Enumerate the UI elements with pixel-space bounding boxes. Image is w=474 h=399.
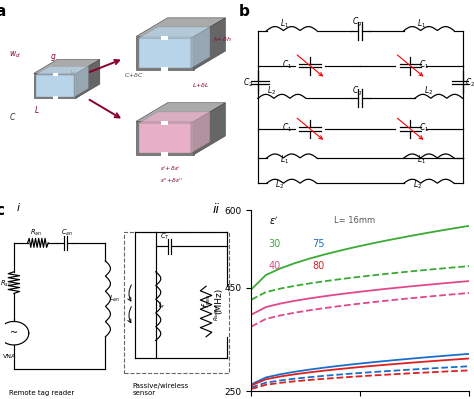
Text: $L_1$: $L_1$ <box>280 17 289 30</box>
Text: c: c <box>0 203 5 218</box>
Text: L= 16mm: L= 16mm <box>334 216 375 225</box>
Bar <box>53 96 58 99</box>
Polygon shape <box>191 112 210 153</box>
Polygon shape <box>136 103 226 121</box>
Polygon shape <box>136 121 194 155</box>
Text: $C_2$: $C_2$ <box>243 77 253 89</box>
Text: Remote tag reader: Remote tag reader <box>9 390 74 396</box>
Text: $L_2$: $L_2$ <box>275 179 284 191</box>
Text: $L_1$: $L_1$ <box>280 154 289 166</box>
Text: $C_g$: $C_g$ <box>352 85 362 98</box>
Text: $\epsilon''{+}\delta\epsilon''$: $\epsilon''{+}\delta\epsilon''$ <box>160 176 183 185</box>
Text: $C_g$: $C_g$ <box>352 16 362 29</box>
Polygon shape <box>194 18 226 70</box>
Text: $w_d$: $w_d$ <box>9 50 21 60</box>
Polygon shape <box>191 27 210 68</box>
Text: i: i <box>16 203 19 213</box>
Text: $g$: $g$ <box>51 51 57 63</box>
Bar <box>162 121 168 124</box>
Text: ii: ii <box>212 203 219 216</box>
Polygon shape <box>36 75 74 97</box>
Text: b: b <box>238 4 249 20</box>
Polygon shape <box>194 103 226 155</box>
Text: ~: ~ <box>10 328 18 338</box>
Polygon shape <box>136 37 194 70</box>
Bar <box>162 152 168 156</box>
Text: 30: 30 <box>269 239 281 249</box>
Text: $C_T$: $C_T$ <box>160 231 170 241</box>
Polygon shape <box>36 66 88 75</box>
Text: $C_1$: $C_1$ <box>282 122 292 134</box>
Polygon shape <box>74 66 88 97</box>
Polygon shape <box>76 59 100 98</box>
Text: $L_2$: $L_2$ <box>412 179 422 191</box>
Text: $C_2$: $C_2$ <box>465 77 474 89</box>
Text: $R_{sc}$: $R_{sc}$ <box>0 279 12 289</box>
Text: Passive/wireless
sensor: Passive/wireless sensor <box>133 383 189 396</box>
Text: $R_{an}$: $R_{an}$ <box>30 228 42 238</box>
Text: $C_1$: $C_1$ <box>282 59 292 71</box>
Polygon shape <box>139 27 210 38</box>
Text: $\varepsilon'$: $\varepsilon'$ <box>269 216 278 227</box>
Text: $C$: $C$ <box>9 111 17 122</box>
Text: $C{+}\delta C$: $C{+}\delta C$ <box>124 71 144 79</box>
Text: $L_2$: $L_2$ <box>267 85 276 97</box>
Text: 75: 75 <box>312 239 325 249</box>
Polygon shape <box>136 18 226 37</box>
Text: $h$: $h$ <box>69 68 75 79</box>
Y-axis label: $f_\mathrm{res}$
(MHz): $f_\mathrm{res}$ (MHz) <box>200 288 223 314</box>
Polygon shape <box>139 38 191 68</box>
Text: $L{+}\delta L$: $L{+}\delta L$ <box>192 81 210 89</box>
Polygon shape <box>139 123 191 153</box>
Bar <box>53 73 58 76</box>
Polygon shape <box>34 73 76 98</box>
Text: $C_1$: $C_1$ <box>419 59 429 71</box>
Text: $L_1$: $L_1$ <box>417 154 426 166</box>
Text: $L_{an}$: $L_{an}$ <box>109 294 120 304</box>
Polygon shape <box>139 112 210 123</box>
Text: VNA: VNA <box>3 354 16 359</box>
Text: $h{+}\delta h$: $h{+}\delta h$ <box>213 34 231 43</box>
Text: $R_{Sensor}$: $R_{Sensor}$ <box>212 302 221 321</box>
Text: $L_2$: $L_2$ <box>423 85 433 97</box>
Text: 80: 80 <box>312 261 325 271</box>
Text: a: a <box>0 4 6 20</box>
Text: $\epsilon'{+}\delta\epsilon'$: $\epsilon'{+}\delta\epsilon'$ <box>160 164 181 173</box>
Text: $C_{an}$: $C_{an}$ <box>61 228 73 238</box>
Text: $L_r$: $L_r$ <box>158 301 166 311</box>
Bar <box>162 36 168 40</box>
Text: $L$: $L$ <box>35 104 40 115</box>
Text: $C_1$: $C_1$ <box>419 122 429 134</box>
Text: $L_1$: $L_1$ <box>417 17 426 30</box>
Bar <box>162 67 168 71</box>
Text: 40: 40 <box>269 261 281 271</box>
Polygon shape <box>34 59 100 73</box>
